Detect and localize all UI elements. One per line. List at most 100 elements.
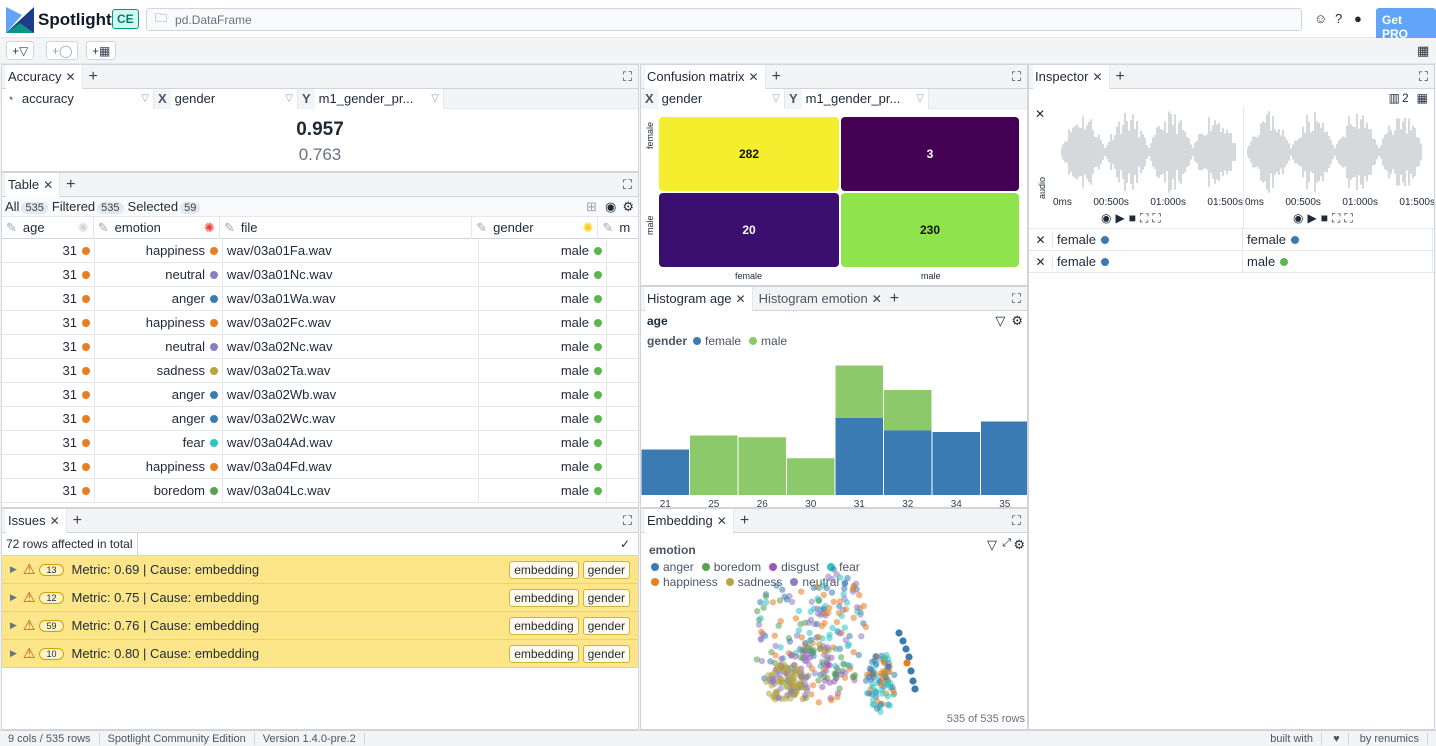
table-row[interactable]: 31 happiness wav/03a01Fa.wav male (2, 238, 638, 263)
play-icon[interactable]: ◉ (1293, 211, 1308, 225)
add-tab-icon[interactable]: + (889, 289, 900, 307)
close-icon[interactable]: ✕ (1092, 69, 1103, 84)
waveform[interactable] (1061, 107, 1237, 197)
maximize-icon[interactable]: ⛶ (1011, 68, 1021, 84)
help-icon[interactable]: ? (1335, 11, 1343, 26)
issue-row[interactable]: ▶ ⚠ 12 Metric: 0.75 | Cause: embedding embed… (2, 584, 638, 612)
play-range-icon[interactable]: ▶ (1115, 211, 1129, 225)
issue-tag[interactable]: gender (582, 616, 630, 635)
expand-arrow-icon[interactable]: ▶ (10, 564, 17, 574)
legend-item-anger[interactable]: anger (651, 560, 694, 574)
maximize-icon[interactable]: ⛶ (1011, 290, 1021, 306)
add-tab-icon[interactable]: + (1115, 67, 1125, 85)
table-row[interactable]: 31 anger wav/03a01Wa.wav male (2, 286, 638, 311)
expand-arrow-icon[interactable]: ▶ (10, 648, 17, 658)
close-icon[interactable]: ✕ (748, 69, 759, 84)
issue-row[interactable]: ▶ ⚠ 13 Metric: 0.69 | Cause: embedding embed… (2, 556, 638, 584)
close-icon[interactable]: ✕ (735, 291, 746, 306)
add-tab-icon[interactable]: + (771, 67, 781, 85)
confusion-cell[interactable]: 3 (841, 117, 1019, 191)
table-row[interactable]: 31 happiness wav/03a02Fc.wav male (2, 310, 638, 335)
close-icon[interactable]: ✕ (49, 513, 60, 528)
legend-item-neutral[interactable]: neutral (790, 575, 839, 589)
legend-item-fear[interactable]: fear (827, 560, 860, 574)
issue-tag[interactable]: gender (582, 644, 630, 663)
legend-item-male[interactable]: male (749, 334, 787, 348)
tab-confusion-matrix[interactable]: Confusion matrix ✕ (645, 65, 766, 89)
column-header-gender[interactable]: ✎ gender ✺ (472, 216, 599, 239)
github-icon[interactable]: ● (1354, 11, 1362, 26)
settings-icon[interactable]: ⚙ (622, 198, 634, 214)
waveform[interactable] (1247, 107, 1423, 197)
expand-arrow-icon[interactable]: ▶ (10, 592, 17, 602)
histogram-chart[interactable]: 21 25 26 30 31 32 34 35 (641, 351, 1028, 508)
add-tag-button[interactable]: + ◯ (46, 41, 79, 60)
add-tab-icon[interactable]: + (72, 511, 82, 529)
stop-icon[interactable]: ■ (1320, 211, 1332, 225)
filter-icon[interactable]: ▽ (995, 313, 1006, 328)
issue-tag[interactable]: embedding (509, 616, 579, 635)
selected-rows-toggle[interactable]: Selected 59 (128, 199, 201, 214)
close-icon[interactable]: ✕ (716, 513, 727, 528)
close-icon[interactable]: ✕ (1029, 232, 1053, 247)
issue-tag[interactable]: embedding (509, 588, 579, 607)
stop-icon[interactable]: ■ (1128, 211, 1140, 225)
table-row[interactable]: 31 happiness wav/03a04Fd.wav male (2, 454, 638, 479)
issue-tag[interactable]: gender (582, 588, 630, 607)
close-icon[interactable]: ✕ (1035, 107, 1046, 121)
check-icon[interactable]: ✓ (619, 537, 630, 551)
tab-embedding[interactable]: Embedding ✕ (645, 509, 734, 533)
play-icon[interactable]: ◉ (1101, 211, 1116, 225)
confusion-cell[interactable]: 282 (659, 117, 839, 191)
filter-icon[interactable]: ▽ (987, 537, 997, 552)
confusion-cell[interactable]: 230 (841, 193, 1019, 267)
maximize-icon[interactable]: ⛶ (622, 512, 632, 528)
issue-tag[interactable]: gender (582, 560, 630, 579)
fullscreen-icon[interactable]: ⛶ (1344, 211, 1357, 225)
add-layout-button[interactable]: + ▦ (86, 41, 117, 60)
close-icon[interactable]: ✕ (65, 69, 76, 84)
confusion-cell[interactable]: 20 (659, 193, 839, 267)
grid-icon[interactable]: ▦ (1416, 91, 1428, 105)
issue-row[interactable]: ▶ ⚠ 10 Metric: 0.80 | Cause: embedding embed… (2, 640, 638, 668)
legend-item-disgust[interactable]: disgust (769, 560, 819, 574)
settings-icon[interactable]: ⚙ (1011, 313, 1023, 328)
close-icon[interactable]: ✕ (1029, 254, 1053, 269)
feedback-icon[interactable]: ☺ (1314, 11, 1328, 26)
legend-item-female[interactable]: female (693, 334, 741, 348)
maximize-icon[interactable]: ⛶ (622, 68, 632, 84)
table-row[interactable]: 31 anger wav/03a02Wc.wav male (2, 406, 638, 431)
add-column-icon[interactable]: ⊞ (586, 198, 597, 214)
add-tab-icon[interactable]: + (739, 511, 750, 529)
issue-tag[interactable]: embedding (509, 560, 579, 579)
table-row[interactable]: 31 neutral wav/03a01Nc.wav male (2, 262, 638, 287)
column-header-emotion[interactable]: ✎ emotion ✺ (94, 216, 220, 239)
legend-item-boredom[interactable]: boredom (701, 560, 761, 574)
layout-grid-icon[interactable]: ▦ (1417, 43, 1430, 58)
column-header-age[interactable]: ✎ age ✺ (2, 216, 94, 239)
issue-row[interactable]: ▶ ⚠ 59 Metric: 0.76 | Cause: embedding embed… (2, 612, 638, 640)
add-tab-icon[interactable]: + (88, 67, 98, 85)
maximize-icon[interactable]: ⛶ (1011, 512, 1021, 528)
close-icon[interactable]: ✕ (871, 291, 882, 306)
fit-icon[interactable]: ⛶ (1139, 211, 1153, 225)
expand-icon[interactable]: ⤢ (1002, 537, 1011, 549)
legend-item-sadness[interactable]: sadness (725, 575, 782, 589)
tab-issues[interactable]: Issues ✕ (6, 509, 67, 533)
close-icon[interactable]: ✕ (43, 177, 54, 192)
table-row[interactable]: 31 anger wav/03a02Wb.wav male (2, 382, 638, 407)
fit-icon[interactable]: ⛶ (1331, 211, 1345, 225)
add-filter-button[interactable]: + ▽ (6, 41, 35, 60)
filtered-rows-toggle[interactable]: Filtered 535 (52, 199, 124, 214)
settings-icon[interactable]: ⚙ (1013, 537, 1025, 552)
expand-arrow-icon[interactable]: ▶ (10, 620, 17, 630)
tab-inspector[interactable]: Inspector ✕ (1033, 65, 1110, 89)
column-header-m[interactable]: ✎ m (602, 219, 631, 236)
column-header-file[interactable]: ✎ file (220, 216, 473, 239)
legend-item-happiness[interactable]: happiness (651, 575, 718, 589)
maximize-icon[interactable]: ⛶ (622, 176, 632, 192)
fullscreen-icon[interactable]: ⛶ (1152, 211, 1165, 225)
